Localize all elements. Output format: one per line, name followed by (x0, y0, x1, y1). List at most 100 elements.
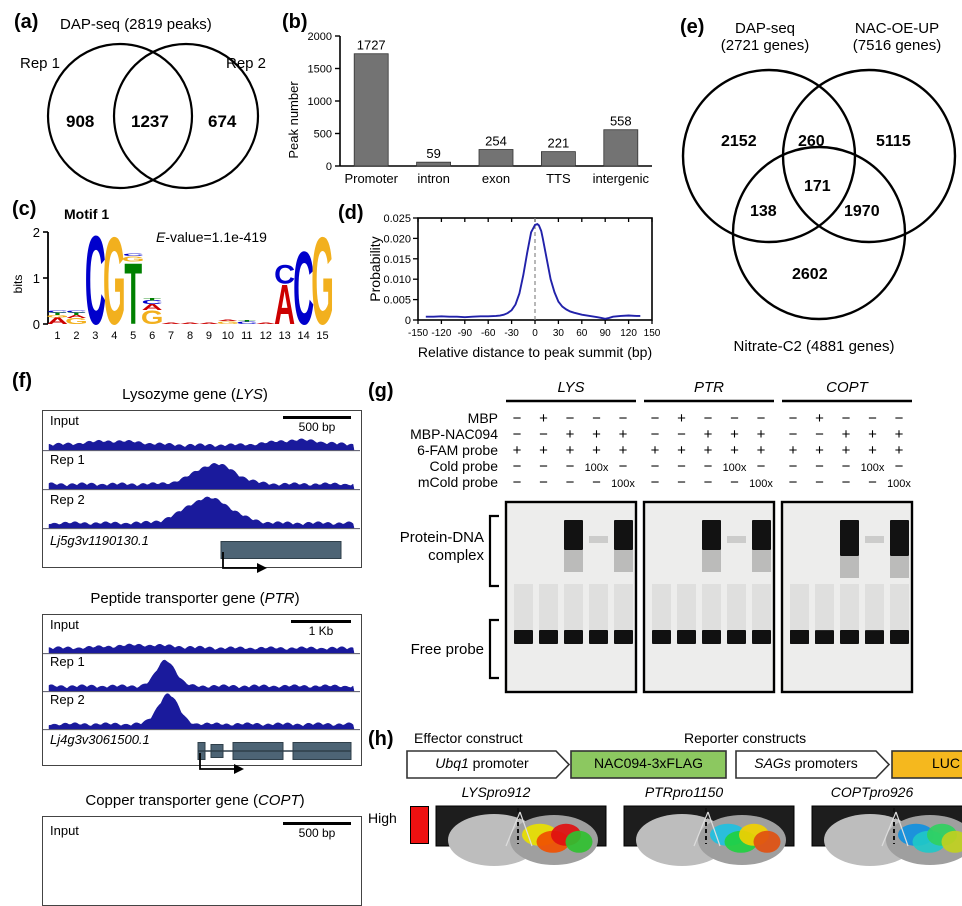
svg-text:−: − (513, 474, 522, 491)
genome-track-copt: Input 500 bp (42, 816, 362, 906)
track-title-ptr-text: Peptide transporter gene ( (90, 590, 264, 607)
svg-text:+: + (677, 410, 686, 427)
panel-a-letter: (a) (14, 11, 38, 34)
svg-text:100x: 100x (723, 462, 747, 474)
track-title-lys-text: Lysozyme gene ( (122, 386, 236, 403)
venn2-intersection-count: 1237 (131, 112, 169, 132)
svg-text:−: − (757, 410, 766, 427)
svg-text:500: 500 (314, 129, 332, 141)
svg-text:13: 13 (279, 330, 291, 342)
svg-text:5: 5 (130, 330, 136, 342)
svg-text:221: 221 (548, 136, 570, 151)
svg-text:−: − (842, 474, 851, 491)
svg-text:90: 90 (600, 328, 612, 339)
svg-text:Free probe: Free probe (411, 641, 484, 658)
track-lys-row-input: Input (50, 413, 79, 428)
svg-text:intron: intron (417, 171, 450, 186)
track-title-copt-close: ) (300, 792, 305, 809)
svg-text:+: + (815, 442, 824, 459)
svg-text:+: + (513, 442, 522, 459)
reporter-heading: Reporter constructs (684, 730, 806, 746)
svg-text:+: + (757, 426, 766, 443)
svg-text:-60: -60 (481, 328, 496, 339)
svg-text:Protein-DNA: Protein-DNA (400, 529, 484, 546)
svg-text:−: − (592, 410, 601, 427)
svg-text:−: − (704, 474, 713, 491)
svg-text:100x: 100x (861, 462, 885, 474)
svg-text:2: 2 (73, 330, 79, 342)
svg-text:PTR: PTR (694, 379, 724, 396)
effector-heading: Effector construct (414, 730, 523, 746)
svg-text:−: − (842, 410, 851, 427)
svg-text:A: A (161, 322, 182, 324)
svg-text:Peak number: Peak number (286, 81, 301, 159)
reporter-gene-label: LUC (892, 755, 962, 771)
svg-text:+: + (704, 442, 713, 459)
svg-text:0.015: 0.015 (383, 254, 411, 266)
svg-text:6-FAM probe: 6-FAM probe (417, 442, 498, 458)
svg-text:−: − (789, 426, 798, 443)
svg-text:8: 8 (187, 330, 193, 342)
venn3-set-a-name: DAP-seq (710, 20, 820, 37)
track-title-ptr: Peptide transporter gene (PTR) (30, 590, 360, 607)
venn3-b-only-count: 5115 (876, 133, 911, 151)
svg-text:+: + (566, 426, 575, 443)
panel-h-letter: (h) (368, 728, 394, 751)
svg-text:0: 0 (532, 328, 538, 339)
svg-text:+: + (619, 442, 628, 459)
track-title-lys-gene: LYS (236, 386, 263, 403)
svg-text:A: A (180, 323, 201, 324)
svg-text:intergenic: intergenic (593, 171, 650, 186)
venn3-a-only-count: 2152 (721, 133, 757, 151)
scale-bar-ptr (291, 620, 351, 623)
svg-text:−: − (815, 426, 824, 443)
svg-text:−: − (619, 458, 628, 475)
svg-text:−: − (539, 426, 548, 443)
svg-text:15: 15 (316, 330, 328, 342)
reporter-promoter-rest: promoters (791, 755, 858, 771)
luminescence-label-lys: LYSpro912 (406, 784, 586, 800)
scale-bar-copt (283, 822, 351, 825)
svg-text:−: − (651, 474, 660, 491)
venn3-set-b-label: NAC-OE-UP (7516 genes) (838, 20, 956, 54)
svg-text:−: − (895, 410, 904, 427)
svg-text:TTS: TTS (546, 171, 571, 186)
svg-text:+: + (730, 442, 739, 459)
svg-text:3: 3 (92, 330, 98, 342)
svg-text:+: + (651, 442, 660, 459)
venn3-c-only-count: 2602 (792, 266, 828, 284)
svg-text:COPT: COPT (826, 379, 870, 396)
svg-text:−: − (815, 458, 824, 475)
track-title-ptr-close: ) (295, 590, 300, 607)
svg-text:Cold probe: Cold probe (430, 458, 499, 474)
svg-text:−: − (566, 458, 575, 475)
svg-text:complex: complex (428, 547, 484, 564)
luminescence-label-copt: COPTpro926 (782, 784, 962, 800)
reporter-promoter-label: SAGs promoters (736, 755, 876, 771)
track-lys-gene-id: Lj5g3v1190130.1 (50, 533, 149, 548)
svg-text:0.005: 0.005 (383, 295, 411, 307)
svg-text:+: + (677, 442, 686, 459)
svg-text:−: − (539, 474, 548, 491)
svg-text:+: + (619, 426, 628, 443)
panel-h: (h) Effector construct Reporter construc… (366, 726, 962, 844)
svg-text:1727: 1727 (357, 38, 386, 53)
svg-text:+: + (868, 442, 877, 459)
svg-text:−: − (895, 458, 904, 475)
effector-promoter-label: Ubq1 promoter (406, 755, 558, 771)
svg-text:-150: -150 (408, 328, 428, 339)
svg-text:10: 10 (222, 330, 234, 342)
peak-distance-line-chart: 00.0050.0100.0150.0200.025-150-120-90-60… (336, 196, 666, 356)
svg-text:1: 1 (33, 271, 40, 286)
svg-text:-90: -90 (458, 328, 473, 339)
scale-high-label: High (368, 810, 397, 826)
track-title-lys: Lysozyme gene (LYS) (30, 386, 360, 403)
svg-text:MBP: MBP (468, 410, 498, 426)
svg-text:+: + (842, 426, 851, 443)
svg-text:60: 60 (576, 328, 588, 339)
luminescence-label-ptr: PTRpro1150 (594, 784, 774, 800)
venn3-set-b-name: NAC-OE-UP (838, 20, 956, 37)
svg-text:100x: 100x (611, 478, 635, 490)
